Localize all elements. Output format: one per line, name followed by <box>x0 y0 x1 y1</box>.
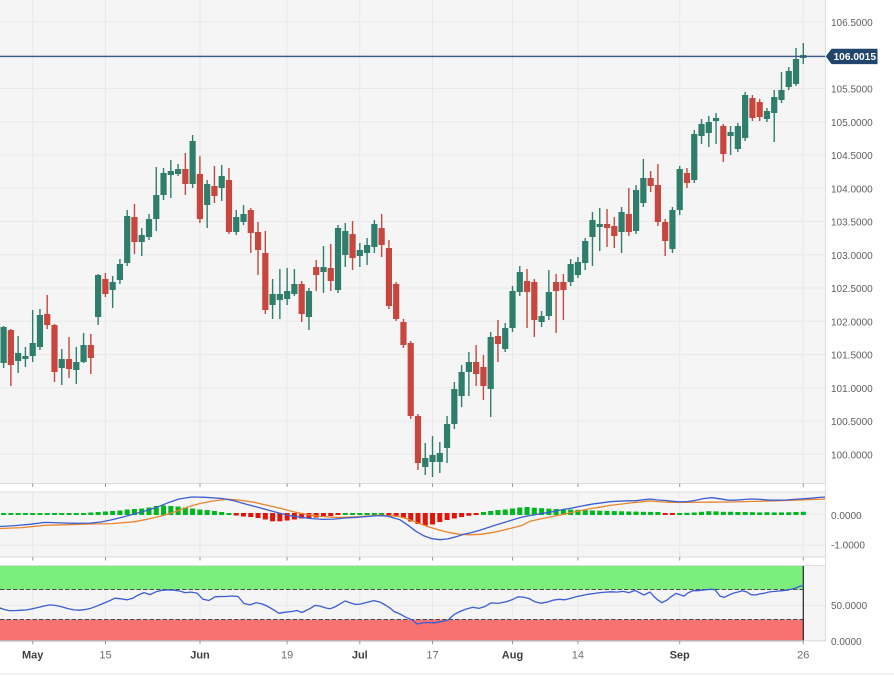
svg-text:Sep: Sep <box>670 650 690 662</box>
svg-text:50.0000: 50.0000 <box>831 601 868 612</box>
svg-text:104.5000: 104.5000 <box>831 151 873 162</box>
svg-text:26: 26 <box>797 650 809 662</box>
svg-text:Jun: Jun <box>190 650 210 662</box>
svg-text:103.0000: 103.0000 <box>831 251 873 262</box>
svg-text:May: May <box>22 650 44 662</box>
svg-text:100.0000: 100.0000 <box>831 450 873 461</box>
svg-text:106.0015: 106.0015 <box>834 52 877 63</box>
svg-text:17: 17 <box>426 650 438 662</box>
svg-text:102.5000: 102.5000 <box>831 284 873 295</box>
svg-text:-1.0000: -1.0000 <box>831 541 865 552</box>
svg-text:15: 15 <box>99 650 111 662</box>
svg-text:106.5000: 106.5000 <box>831 18 873 29</box>
svg-text:19: 19 <box>281 650 293 662</box>
svg-text:105.0000: 105.0000 <box>831 118 873 129</box>
svg-text:14: 14 <box>572 650 584 662</box>
svg-text:104.0000: 104.0000 <box>831 184 873 195</box>
svg-text:Jul: Jul <box>352 650 368 662</box>
svg-text:101.5000: 101.5000 <box>831 351 873 362</box>
svg-text:100.5000: 100.5000 <box>831 417 873 428</box>
svg-text:Aug: Aug <box>502 650 523 662</box>
svg-text:0.0000: 0.0000 <box>831 511 862 522</box>
svg-text:101.0000: 101.0000 <box>831 384 873 395</box>
svg-text:103.5000: 103.5000 <box>831 218 873 229</box>
svg-text:0.0000: 0.0000 <box>831 637 862 648</box>
svg-text:102.0000: 102.0000 <box>831 317 873 328</box>
svg-text:105.5000: 105.5000 <box>831 85 873 96</box>
